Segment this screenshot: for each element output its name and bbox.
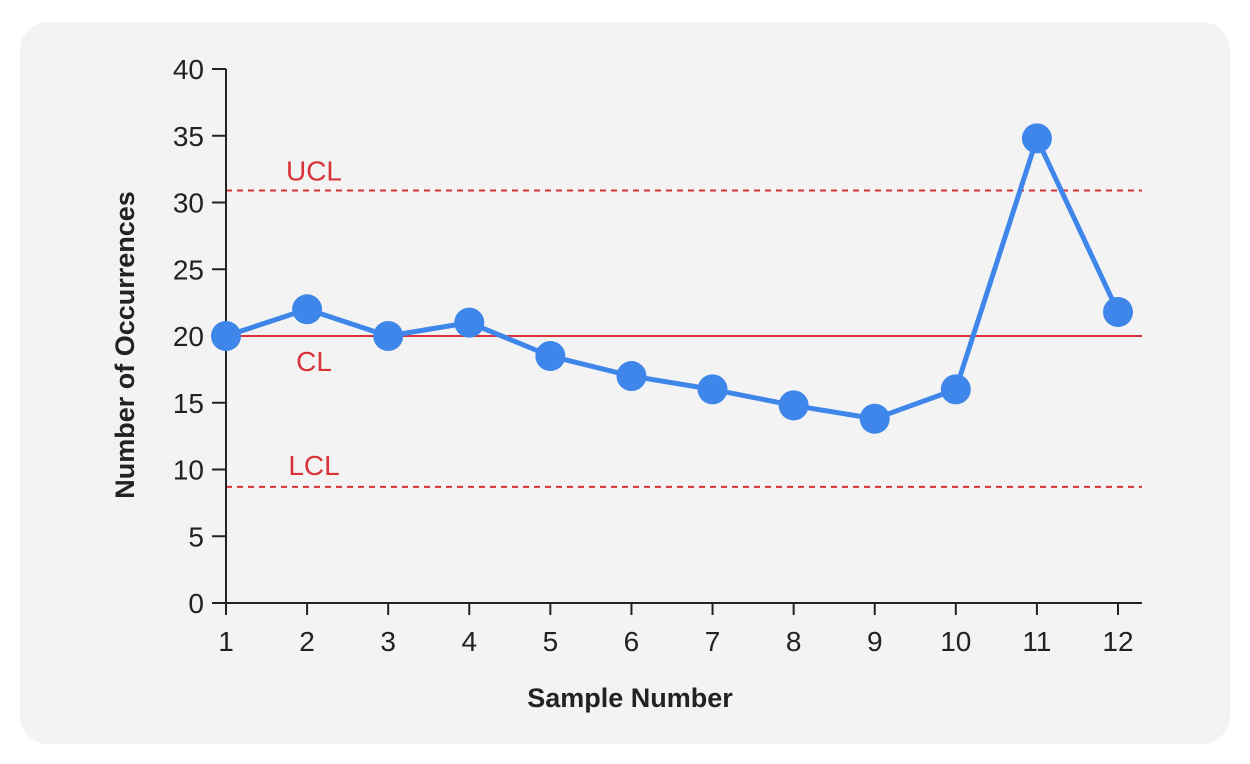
data-point-4: [454, 307, 485, 338]
y-axis-title: Number of Occurrences: [110, 191, 140, 499]
y-tick-label: 25: [173, 254, 204, 285]
reference-label-ucl: UCL: [286, 155, 342, 186]
y-tick-label: 20: [173, 321, 204, 352]
x-tick-label: 5: [543, 626, 559, 657]
data-point-3: [373, 321, 404, 351]
y-tick-label: 15: [173, 388, 204, 419]
data-point-10: [940, 374, 971, 405]
x-tick-label: 7: [705, 626, 721, 657]
data-point-11: [1021, 123, 1052, 154]
data-point-12: [1103, 296, 1133, 327]
y-tick-label: 0: [188, 588, 204, 619]
x-tick-label: 1: [218, 626, 234, 657]
data-point-8: [778, 390, 809, 421]
x-tick-label: 4: [461, 626, 477, 657]
x-tick-label: 6: [624, 626, 640, 657]
data-point-9: [859, 403, 890, 434]
y-tick-label: 5: [188, 521, 204, 552]
y-tick-label: 35: [173, 121, 204, 152]
x-tick-label: 11: [1022, 626, 1051, 657]
data-point-7: [697, 374, 728, 405]
x-tick-label: 2: [299, 626, 315, 657]
data-point-2: [292, 294, 323, 325]
x-tick-label: 10: [940, 626, 971, 657]
x-tick-label: 12: [1102, 626, 1133, 657]
reference-label-cl: CL: [296, 346, 332, 377]
data-point-1: [211, 321, 241, 351]
data-point-6: [616, 361, 647, 392]
reference-lines: UCL CL LCL: [226, 155, 1142, 488]
x-tick-label: 3: [380, 626, 396, 657]
data-point-5: [535, 341, 566, 372]
x-tick-label: 8: [786, 626, 802, 657]
series: [211, 123, 1133, 434]
y-tick-label: 40: [173, 54, 204, 85]
y-tick-label: 30: [173, 188, 204, 219]
x-axis-title: Sample Number: [527, 683, 733, 713]
x-tick-label: 9: [867, 626, 883, 657]
series-line: [225, 135, 1121, 422]
reference-label-lcl: LCL: [288, 450, 339, 481]
y-tick-label: 10: [173, 455, 204, 486]
